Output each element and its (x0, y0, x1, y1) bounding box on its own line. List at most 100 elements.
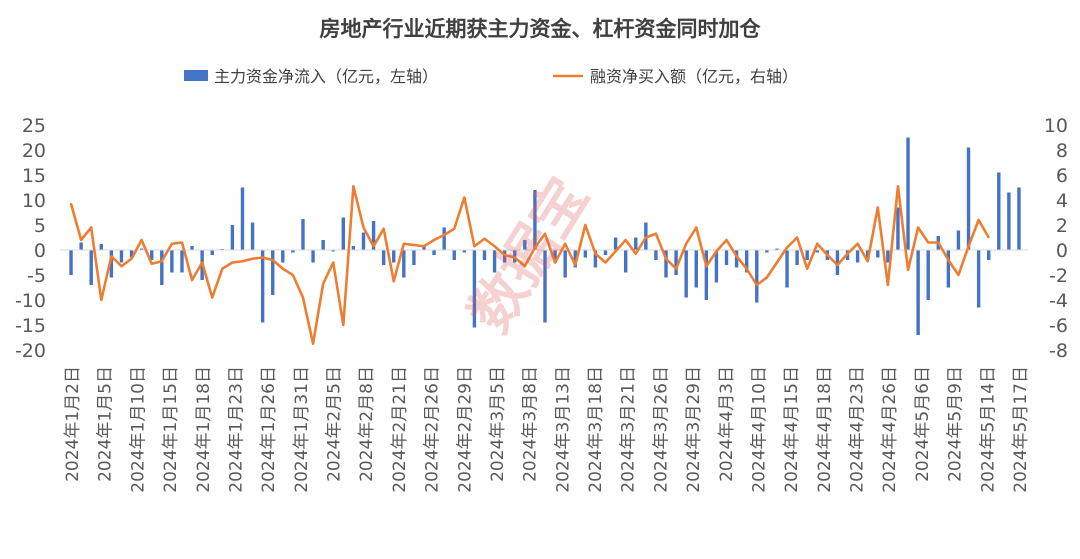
line-point (765, 276, 768, 279)
line-point (967, 245, 970, 248)
x-tick-label: 2024年4月3日 (717, 366, 737, 482)
x-tick-label: 2024年4月26日 (880, 366, 900, 493)
bar (623, 250, 628, 273)
line-point (554, 261, 556, 264)
line-point (564, 242, 567, 245)
bar (482, 250, 487, 260)
bar (281, 250, 285, 263)
bar (452, 250, 456, 260)
bar (301, 219, 305, 250)
x-tick-label: 2024年3月21日 (619, 366, 639, 493)
x-tick-label: 2024年1月31日 (292, 366, 312, 493)
line-point (604, 261, 607, 264)
line-point (705, 265, 708, 268)
line-point (392, 280, 395, 283)
line-point (675, 267, 677, 270)
line-point (362, 226, 365, 229)
x-tick-label: 2024年5月6日 (913, 366, 933, 482)
line-point (483, 237, 486, 240)
x-tick-label: 2024年1月10日 (128, 366, 148, 493)
x-tick-label: 2024年5月9日 (946, 366, 966, 482)
line-point (150, 262, 153, 265)
bar (99, 244, 103, 250)
line-point (534, 246, 536, 249)
bar (573, 250, 577, 268)
line-point (160, 260, 163, 263)
bar (523, 240, 527, 250)
x-tick-label: 2024年4月23日 (848, 366, 868, 493)
bar (886, 250, 890, 263)
bar (260, 250, 265, 323)
bar (714, 250, 719, 283)
line-point (312, 342, 314, 345)
line-point (261, 256, 264, 259)
bar (785, 250, 789, 288)
bar (321, 240, 325, 250)
bar (119, 250, 124, 263)
x-tick-label: 2024年1月26日 (259, 366, 279, 493)
bar (351, 246, 356, 250)
bar (543, 250, 547, 323)
legend-bar-swatch (184, 70, 208, 81)
bar (240, 187, 245, 250)
line-point (917, 226, 920, 229)
bar (775, 248, 779, 250)
bar (79, 242, 83, 250)
bar (250, 222, 255, 250)
bar (271, 250, 275, 295)
bar (987, 250, 991, 260)
bar (210, 250, 214, 255)
bar (462, 250, 467, 253)
line-point (493, 245, 496, 248)
line-point (816, 242, 819, 245)
bar (331, 250, 335, 252)
line-point (433, 239, 435, 241)
line-point (796, 236, 799, 239)
bar (170, 250, 174, 273)
bar (129, 250, 134, 258)
line-point (503, 254, 506, 256)
line-point (241, 260, 244, 263)
x-axis-ticks: 2024年1月2日 2024年1月5日 2024年1月10日 2024年1月15日 20… (63, 366, 1031, 493)
line-point (786, 246, 788, 249)
bar (956, 230, 961, 250)
bar (966, 147, 971, 250)
bar (684, 250, 688, 298)
line-point (110, 255, 113, 258)
x-tick-label: 2024年3月8日 (521, 366, 541, 482)
bar (160, 250, 164, 285)
left-tick-label: 20 (22, 140, 46, 162)
bar (896, 207, 900, 250)
legend-line-label: 融资净买入额（亿元，右轴） (590, 67, 798, 86)
bar (976, 250, 981, 308)
line-point (866, 260, 869, 263)
bar (402, 250, 406, 278)
line-point (665, 257, 667, 260)
bar (583, 250, 588, 258)
line-point (685, 242, 688, 245)
bar (997, 172, 1001, 250)
line-point (181, 241, 183, 244)
line-point (523, 265, 526, 268)
bar (694, 250, 698, 288)
bar (190, 246, 194, 250)
line-point (644, 236, 647, 239)
line-point (594, 252, 597, 255)
left-tick-label: -5 (27, 265, 46, 287)
left-tick-label: 15 (22, 165, 46, 187)
bar (795, 250, 799, 265)
right-tick-label: 4 (1056, 190, 1068, 212)
left-tick-label: 10 (22, 190, 46, 212)
x-tick-label: 2024年1月18日 (194, 366, 214, 493)
line-point (281, 267, 284, 270)
x-tick-label: 2024年3月29日 (684, 366, 704, 493)
bar (381, 250, 386, 265)
x-tick-label: 2024年1月23日 (226, 366, 246, 493)
x-tick-label: 2024年4月15日 (782, 366, 802, 493)
line-point (423, 245, 425, 248)
bar (926, 250, 930, 300)
line-series (69, 184, 990, 346)
line-point (473, 245, 476, 248)
bar (371, 221, 376, 250)
x-tick-label: 2024年5月17日 (1011, 366, 1031, 493)
